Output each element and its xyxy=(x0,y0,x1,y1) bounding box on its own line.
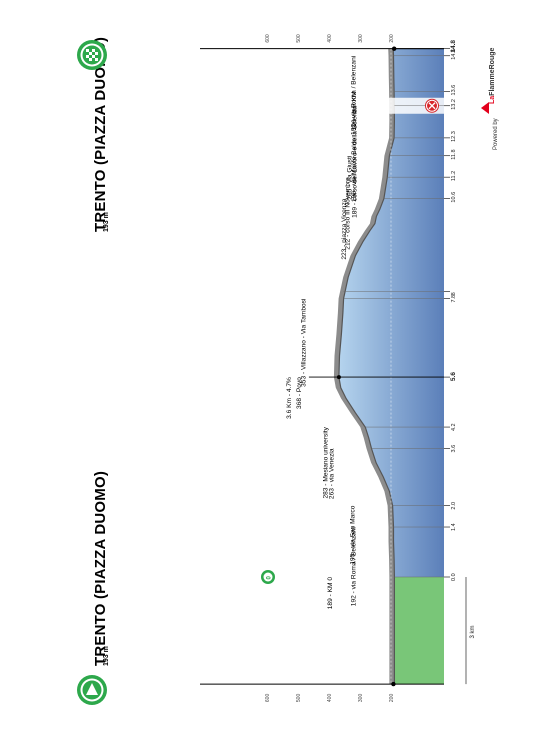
km-tick-label: 7.8 xyxy=(451,295,457,303)
km-tick-label: 10.6 xyxy=(451,192,457,203)
km-tick-label: 11.8 xyxy=(451,149,457,159)
alt-tick-label: 300 xyxy=(358,34,364,43)
waypoint-label: 283 - Mesiano university xyxy=(322,426,329,498)
waypoint-label: 192 - via Roma / Belenzani xyxy=(350,526,357,606)
alt-tick-label: 500 xyxy=(296,34,302,43)
km-tick-label: 13.2 xyxy=(451,99,457,110)
alt-tick-label: 600 xyxy=(265,34,271,43)
waypoint-label: 192 - via Roma / Belenzani xyxy=(350,55,357,135)
waypoint-label: 205 - via Giusti xyxy=(346,155,353,200)
svg-text:0: 0 xyxy=(267,576,273,580)
race-profile-area xyxy=(338,48,444,578)
alt-tick-label: 200 xyxy=(389,34,395,43)
waypoint-label: 223 - piazza Vicenza xyxy=(341,198,348,259)
alt-tick-label: 200 xyxy=(389,694,395,703)
waypoint-label: 212 - corso III Novembre xyxy=(344,177,351,250)
waypoint-layer: 0 189 - KM 0 192 - via Roma / Belenzani195… xyxy=(261,55,439,609)
km-tick-label: 2.0 xyxy=(451,502,457,510)
profile-line xyxy=(338,48,396,685)
km-tick-label: 0.0 xyxy=(451,573,457,581)
waypoint-label: 190 - via Monte Baldo xyxy=(351,138,358,202)
km-tick-label: 8 xyxy=(451,292,457,295)
peak-sublabel: 3.6 Km - 4.7% xyxy=(286,377,293,419)
alt-tick-label: 500 xyxy=(296,694,302,703)
km-tick-label: 3.6 xyxy=(451,445,457,453)
start-dot xyxy=(391,681,396,687)
finish-flag-icon xyxy=(77,40,107,70)
plot-area xyxy=(200,46,444,687)
flame-rouge-icon xyxy=(481,102,489,114)
km-tick-label: 1.4 xyxy=(451,523,457,531)
alt-tick-label: 400 xyxy=(327,694,333,703)
km-tick-label: 11.2 xyxy=(451,171,457,181)
alt-tick-label: 300 xyxy=(358,694,364,703)
km-tick-label: 13.6 xyxy=(451,85,457,96)
waypoint-label: 368 - Povo xyxy=(296,377,303,409)
peak-dot xyxy=(336,375,341,380)
alt-tick-label: 600 xyxy=(265,694,271,703)
km-tick-label: 14.6 xyxy=(451,49,457,60)
waypoint-label: 189 - KM 0 xyxy=(327,577,334,610)
start-flag-icon xyxy=(77,675,107,705)
waypoint-label: 189 - corso del Lavoro e della Scienza xyxy=(351,105,358,217)
waypoint-label: 263 - via Venezia xyxy=(328,448,335,499)
km-tick-label: 14.8 xyxy=(450,40,457,53)
km0-icon: 0 xyxy=(261,570,275,584)
waypoint-label: 195 - via San Marco xyxy=(350,505,357,564)
waypoint-label: 353 - Villazzano - Via Tambosi xyxy=(301,298,308,387)
km-tick-label: 4.2 xyxy=(451,423,457,431)
tick-layer: 600 600 500 500 400 400 300 300 200 200 0.0 1.4 2.0 3… xyxy=(265,34,476,702)
gpm-icon xyxy=(425,98,439,113)
km-tick-label: 5.6 xyxy=(450,372,457,381)
alt-tick-label: 400 xyxy=(327,34,333,43)
waypoint-label: 190 - last KM xyxy=(351,91,358,130)
neutral-distance-label: 3 km xyxy=(470,626,476,639)
neutral-zone-area xyxy=(394,577,444,685)
km-tick-label: 12.3 xyxy=(451,131,457,142)
